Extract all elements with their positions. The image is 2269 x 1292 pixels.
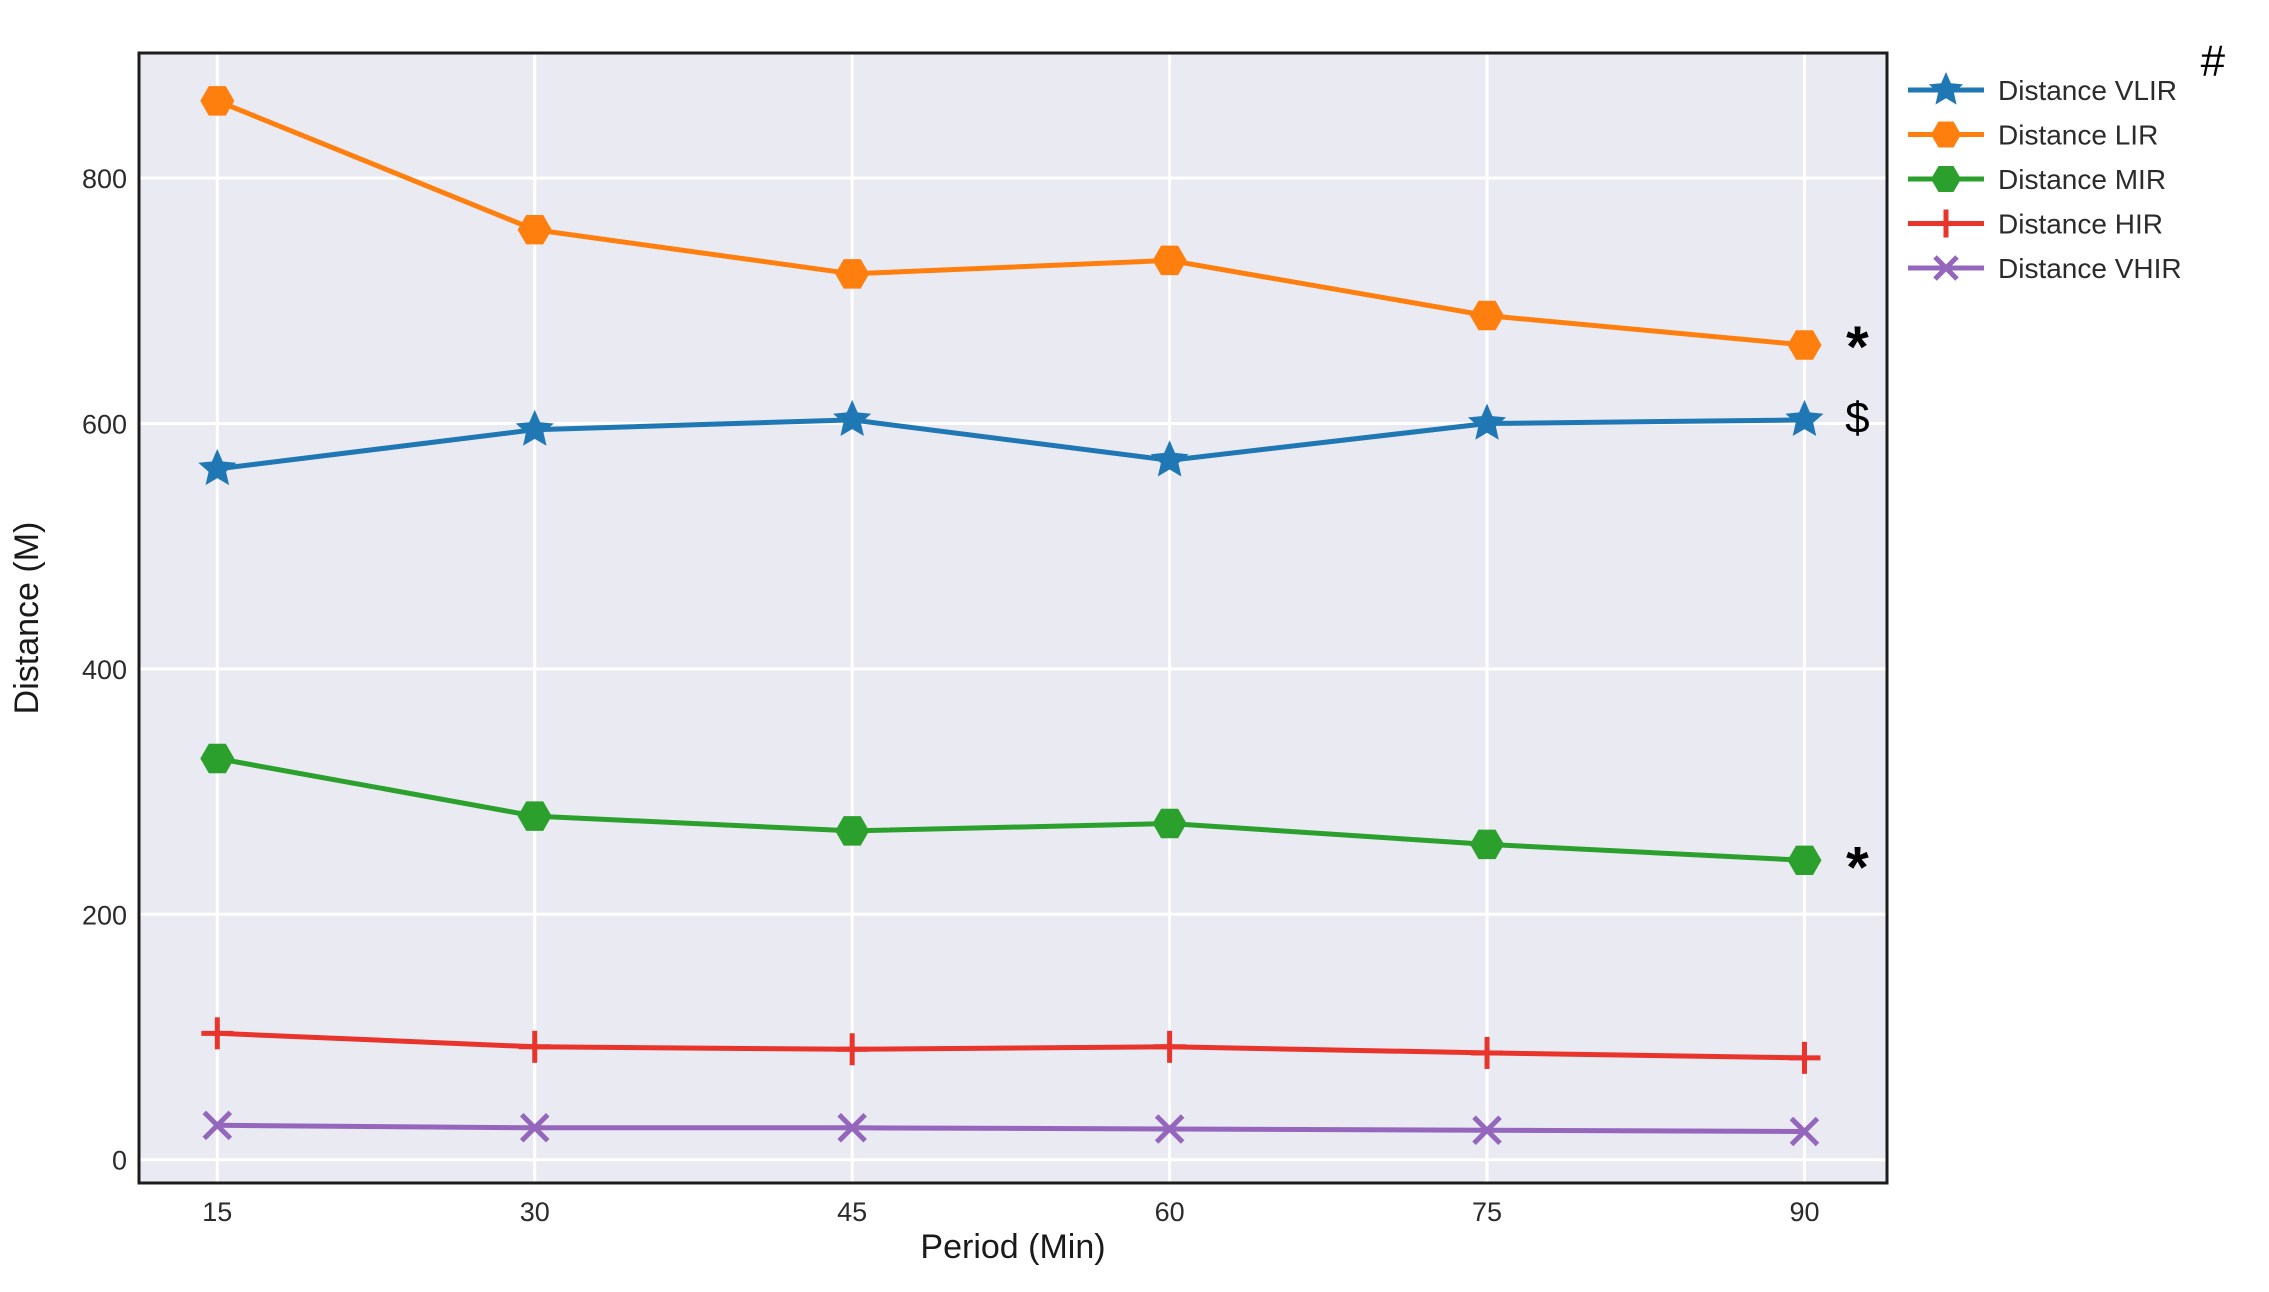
data-point	[1153, 1030, 1186, 1063]
legend-item: Distance LIR	[1908, 120, 2158, 151]
series-distance-lir	[200, 86, 1822, 360]
data-point	[1152, 808, 1187, 839]
data-point	[835, 816, 870, 846]
data-point	[837, 1113, 867, 1143]
series-distance-vhir	[202, 1110, 1820, 1147]
data-point	[833, 399, 872, 436]
data-point	[1788, 1041, 1821, 1074]
series-distance-hir	[201, 1017, 1821, 1074]
data-point	[198, 448, 237, 486]
y-tick-label: 200	[82, 900, 127, 930]
data-point	[836, 1033, 869, 1066]
data-point	[1931, 166, 1961, 192]
data-point	[1470, 300, 1504, 331]
plot-border	[137, 51, 1889, 1185]
gridlines	[139, 53, 1887, 1183]
data-point	[1150, 440, 1189, 477]
legend-label: Distance HIR	[1998, 209, 2163, 240]
data-point	[1787, 330, 1822, 360]
series-line	[217, 1030, 1805, 1061]
data-point	[1472, 1115, 1502, 1146]
legend-label: Distance LIR	[1998, 120, 2158, 151]
legend-label: Distance MIR	[1998, 164, 2166, 195]
annotation-dollar: $	[1845, 393, 1869, 442]
x-tick-label: 60	[1155, 1197, 1185, 1227]
series-line	[216, 756, 1805, 863]
series-distance-mir	[200, 743, 1822, 875]
data-point	[1470, 829, 1504, 860]
plot-background	[139, 53, 1887, 1183]
annotation-asterisk: *	[1846, 835, 1869, 900]
x-axis-label: Period (Min)	[920, 1228, 1105, 1266]
data-point	[517, 801, 552, 831]
legend-item: Distance VHIR	[1908, 253, 2182, 284]
y-axis-label: Distance (M)	[8, 522, 46, 715]
data-point	[1154, 1114, 1185, 1144]
x-tick-label: 90	[1789, 1197, 1819, 1227]
series-line	[216, 417, 1805, 472]
data-point	[517, 215, 552, 245]
tick-labels: 0 200 400 600 800 15 30 45 60 75 90	[82, 164, 1820, 1227]
legend-item: Distance HIR	[1908, 209, 2163, 240]
data-point	[835, 259, 870, 289]
legend-label: Distance VHIR	[1998, 253, 2182, 284]
data-point	[1471, 1036, 1504, 1069]
data-point	[1928, 72, 1964, 105]
y-tick-label: 600	[82, 410, 127, 440]
data-point	[519, 1113, 550, 1143]
legend-item: Distance VLIR	[1908, 72, 2177, 106]
x-tick-label: 75	[1472, 1197, 1502, 1227]
data-point	[1152, 245, 1187, 276]
legend-item: Distance MIR	[1908, 164, 2166, 195]
x-tick-label: 45	[837, 1197, 867, 1227]
data-point	[201, 1017, 234, 1050]
data-point	[1785, 399, 1824, 436]
annotation-hash: #	[2201, 36, 2226, 85]
x-tick-label: 15	[202, 1197, 232, 1227]
data-point	[1933, 255, 1959, 281]
legend: Distance VLIR Distance LIR Distance MIR Dis…	[1908, 72, 2182, 284]
x-tick-label: 30	[520, 1197, 550, 1227]
data-point	[518, 1030, 551, 1063]
data-point	[1789, 1116, 1820, 1147]
data-point	[1931, 121, 1961, 148]
y-tick-label: 400	[82, 655, 127, 685]
data-point	[515, 409, 554, 446]
series-line	[216, 98, 1805, 348]
data-point	[200, 86, 235, 116]
data-point	[1787, 845, 1822, 875]
annotation-asterisk: *	[1846, 315, 1869, 380]
data-point	[1468, 403, 1507, 440]
y-tick-label: 0	[112, 1146, 127, 1176]
series-distance-vlir	[198, 399, 1824, 486]
data-point	[202, 1110, 233, 1141]
data-point	[200, 743, 235, 774]
y-tick-label: 800	[82, 164, 127, 194]
data-point	[1932, 209, 1960, 238]
series-line	[217, 1122, 1805, 1134]
legend-label: Distance VLIR	[1998, 75, 2177, 106]
